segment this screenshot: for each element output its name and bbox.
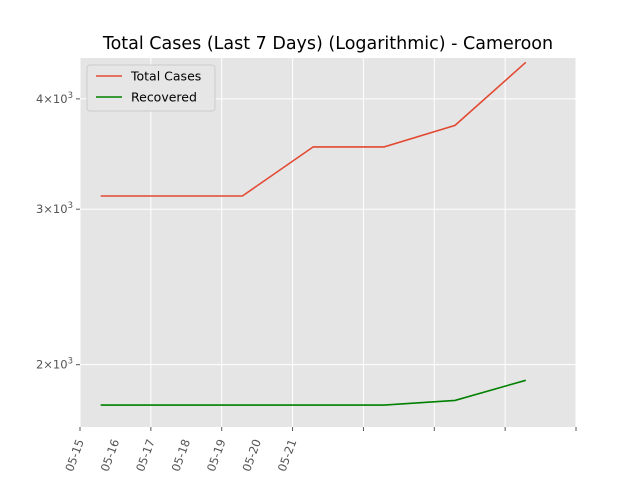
y-tick-label: 3×103 [36, 201, 73, 216]
plot-background [80, 58, 576, 427]
y-axis: 2×103 3×103 4×103 [36, 91, 80, 372]
y-tick-label: 2×103 [36, 357, 73, 372]
x-tick-label: 05-21 [275, 437, 300, 473]
chart-title: Total Cases (Last 7 Days) (Logarithmic) … [102, 34, 553, 54]
x-axis: 05-15 05-16 05-17 05-18 05-19 05-20 05-21 [62, 427, 577, 473]
legend-label: Recovered [131, 90, 197, 105]
legend: Total Cases Recovered [86, 64, 216, 112]
x-tick-label: 05-16 [98, 437, 123, 473]
legend-label: Total Cases [130, 69, 201, 84]
x-tick-label: 05-20 [239, 437, 264, 473]
x-tick-label: 05-18 [169, 437, 194, 473]
x-tick-label: 05-19 [204, 437, 229, 473]
series-line-recovered [100, 379, 527, 406]
y-tick-label: 4×103 [36, 91, 73, 106]
series-lines [100, 61, 527, 406]
x-tick-label: 05-17 [133, 437, 158, 473]
x-tick-label: 05-15 [62, 437, 87, 473]
series-line-total-cases [100, 61, 527, 197]
